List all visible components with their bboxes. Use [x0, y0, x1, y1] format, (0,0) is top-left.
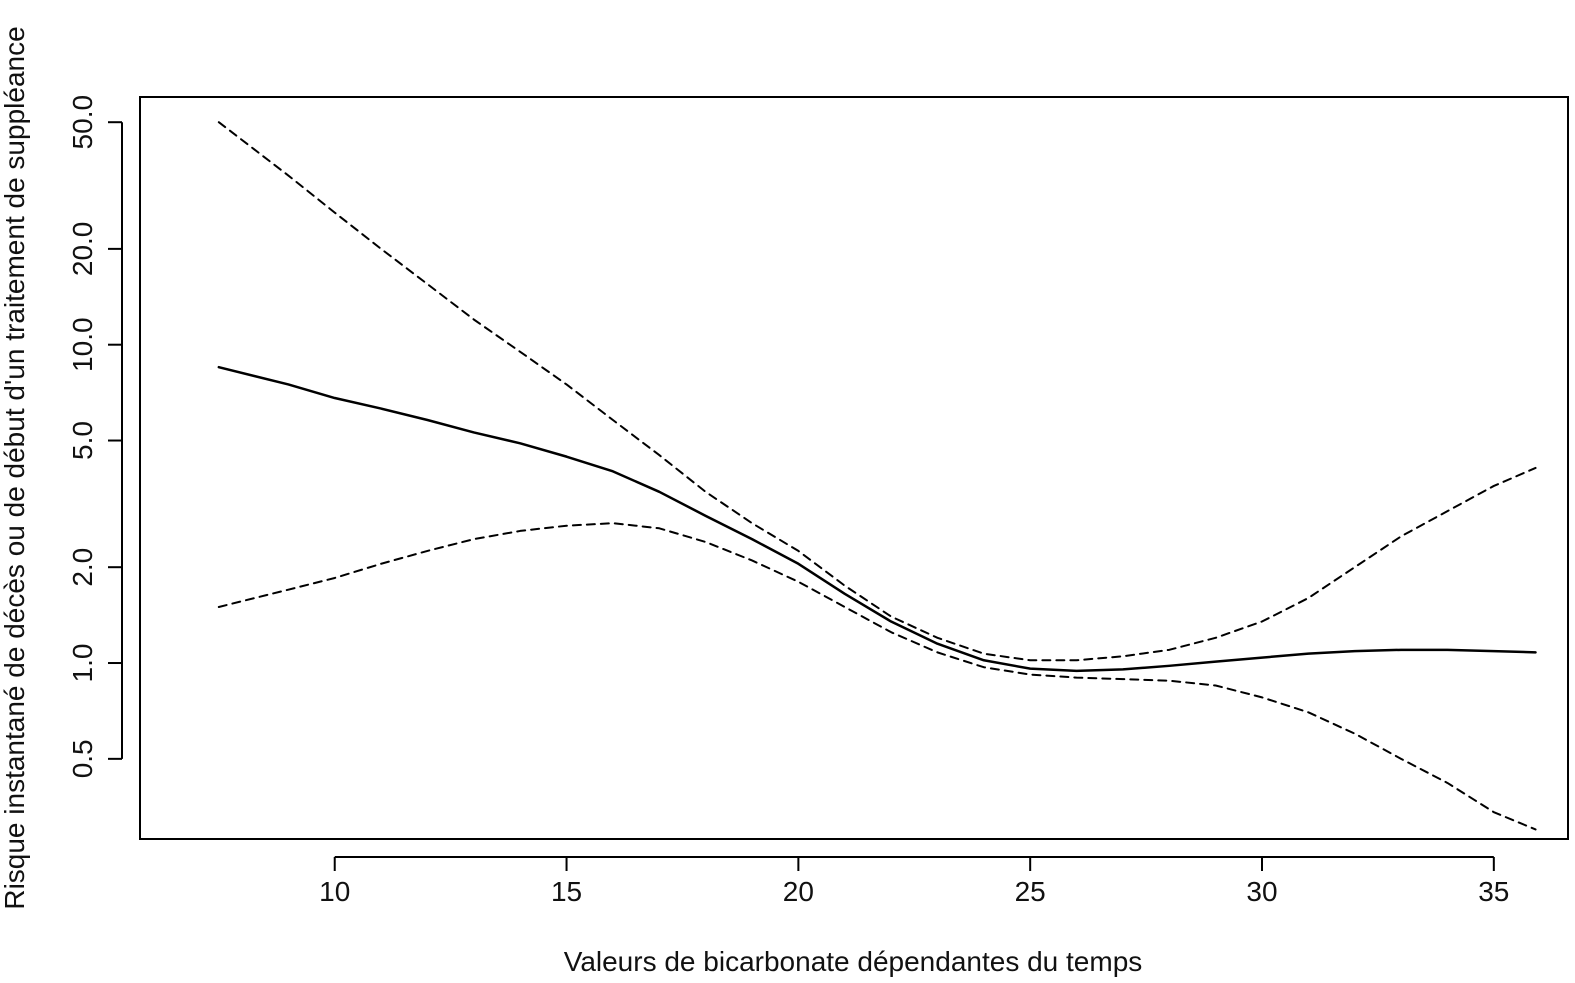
plot-frame [139, 96, 1569, 840]
series-layer [217, 121, 1537, 831]
x-tick-label: 25 [1015, 876, 1046, 907]
y-tick-label: 50.0 [67, 95, 98, 150]
x-axis-label: Valeurs de bicarbonate dépendantes du te… [564, 946, 1143, 977]
y-axis-label: Risque instantané de décès ou de début d… [0, 26, 30, 909]
y-tick-label: 2.0 [67, 548, 98, 587]
y-tick-label: 1.0 [67, 644, 98, 683]
y-tick-label: 5.0 [67, 421, 98, 460]
y-tick-label: 20.0 [67, 222, 98, 277]
x-tick-label: 10 [319, 876, 350, 907]
y-tick-label: 10.0 [67, 317, 98, 372]
series-line-solid [217, 365, 1537, 673]
y-tick-label: 0.5 [67, 739, 98, 778]
x-axis: 10 15 20 25 30 35 [319, 856, 1509, 907]
x-tick-label: 20 [783, 876, 814, 907]
y-axis: 0.5 1.0 2.0 5.0 10.0 20.0 50.0 [67, 95, 123, 778]
series-line-dashed-lower [217, 522, 1537, 831]
x-tick-label: 35 [1478, 876, 1509, 907]
series-line-dashed-upper [217, 121, 1537, 662]
x-tick-label: 30 [1246, 876, 1277, 907]
x-tick-label: 15 [551, 876, 582, 907]
